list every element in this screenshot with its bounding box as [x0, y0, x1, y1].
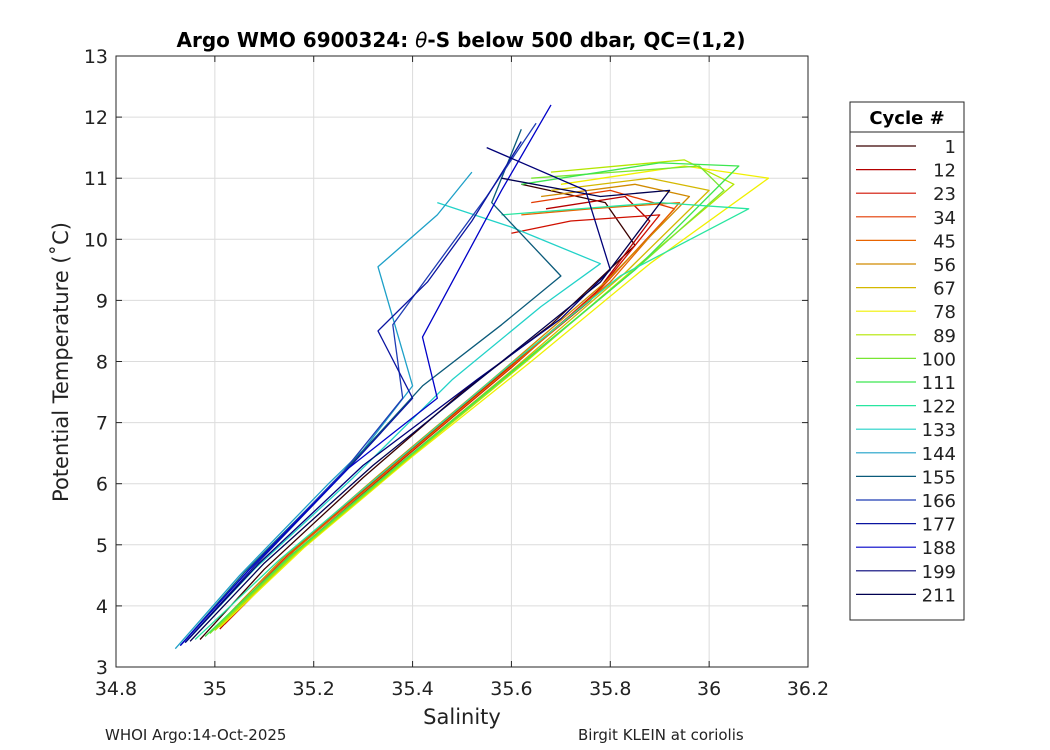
y-tick-label: 13 [84, 46, 108, 68]
y-tick-label: 3 [96, 657, 108, 679]
legend-title: Cycle # [869, 108, 944, 129]
x-tick-label: 34.8 [95, 678, 137, 700]
y-tick-label: 10 [84, 229, 108, 251]
legend-label-78: 78 [933, 302, 956, 323]
legend-label-45: 45 [933, 231, 956, 252]
footer-date: WHOI Argo:14-Oct-2025 [105, 726, 287, 744]
x-tick-label: 35 [203, 678, 227, 700]
legend-label-166: 166 [922, 491, 956, 512]
chart-title: Argo WMO 6900324: θ-S below 500 dbar, QC… [177, 28, 746, 52]
legend-label-199: 199 [922, 562, 956, 583]
legend-label-89: 89 [933, 326, 956, 347]
y-tick-label: 5 [96, 535, 108, 557]
legend-label-122: 122 [922, 397, 956, 418]
y-tick-label: 12 [84, 107, 108, 129]
legend-label-23: 23 [933, 184, 956, 205]
x-tick-label: 35.4 [391, 678, 433, 700]
series-line-199 [184, 147, 611, 644]
y-tick-label: 7 [96, 413, 108, 435]
legend-label-1: 1 [945, 137, 956, 158]
legend-label-177: 177 [922, 515, 956, 536]
x-tick-label: 35.6 [490, 678, 532, 700]
footer-credit: Birgit KLEIN at coriolis [578, 726, 744, 744]
legend-label-188: 188 [922, 538, 956, 559]
x-tick-label: 36.2 [787, 678, 829, 700]
chart-title-theta: θ [415, 28, 427, 52]
legend-label-100: 100 [922, 349, 956, 370]
x-tick-label: 36 [697, 678, 721, 700]
y-tick-label: 6 [96, 474, 108, 496]
y-tick-label: 9 [96, 290, 108, 312]
series-line-177 [184, 141, 522, 644]
legend-label-155: 155 [922, 467, 956, 488]
series-line-155 [179, 129, 562, 647]
y-tick-label: 8 [96, 352, 108, 374]
legend-box [849, 101, 965, 621]
legend-label-144: 144 [922, 444, 956, 465]
legend-label-211: 211 [922, 585, 956, 606]
series-line-122 [194, 201, 750, 640]
chart-title-suffix: -S below 500 dbar, QC=(1,2) [427, 28, 745, 52]
legend-label-12: 12 [933, 161, 956, 182]
y-tick-label: 4 [96, 596, 108, 618]
y-axis-label: Potential Temperature (˚C) [49, 222, 73, 502]
legend-label-67: 67 [933, 279, 956, 300]
series-line-78 [219, 165, 770, 628]
chart-title-prefix: Argo WMO 6900324: [177, 28, 416, 52]
x-tick-label: 35.8 [589, 678, 631, 700]
plot-area: 34.8 35 35.2 35.4 35.6 35.8 36 36.2 3 4 5 6 7 8 9 10 11 1… [84, 46, 829, 700]
x-tick-label: 35.2 [293, 678, 335, 700]
legend-label-56: 56 [933, 255, 956, 276]
series-line-111 [204, 162, 740, 637]
series-line-144 [174, 171, 473, 650]
x-axis-label: Salinity [423, 705, 501, 729]
legend-label-133: 133 [922, 420, 956, 441]
legend-label-111: 111 [922, 373, 956, 394]
legend: Cycle #112233445566778891001111221331441… [849, 101, 965, 621]
legend-label-34: 34 [933, 208, 956, 229]
series-line-211 [189, 177, 671, 642]
y-tick-label: 11 [84, 168, 108, 190]
series-line-133 [184, 201, 602, 644]
series-line-188 [179, 104, 552, 647]
